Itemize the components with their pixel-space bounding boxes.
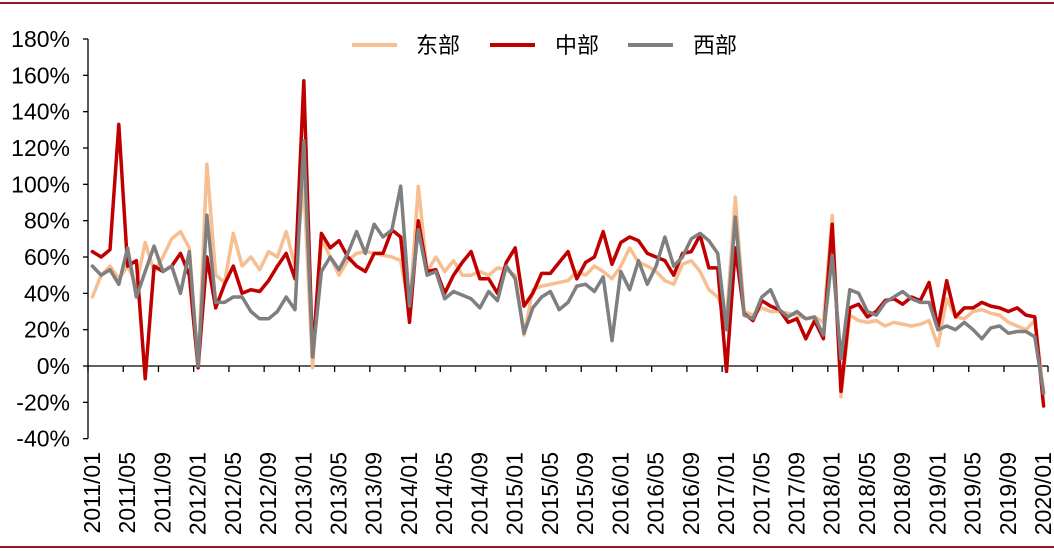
x-tick-label: 2011/01	[79, 452, 105, 533]
x-tick-label: 2016/01	[607, 452, 633, 535]
x-tick-label: 2019/09	[995, 452, 1021, 535]
x-tick-label: 2013/01	[290, 452, 316, 535]
x-tick-label: 2012/09	[255, 452, 281, 535]
y-tick-label: 140%	[11, 99, 70, 125]
x-tick-label: 2017/01	[713, 452, 739, 535]
y-tick-label: 80%	[24, 208, 70, 234]
x-tick-label: 2013/05	[326, 452, 352, 535]
x-tick-label: 2011/09	[149, 452, 175, 533]
plot-area: 180% 160% 140% 120% 100% 80% 60% 40% 20% 0% -20% -4…	[11, 26, 1054, 535]
x-tick-label: 2011/05	[114, 452, 140, 533]
x-tick-label: 2018/09	[889, 452, 915, 535]
x-tick-label: 2015/05	[537, 452, 563, 535]
x-tick-label: 2015/09	[572, 452, 598, 535]
x-axis: 2011/01 2011/05 2011/09 2012/01 2012/05 2012/…	[79, 365, 1054, 535]
x-tick-label: 2018/05	[854, 452, 880, 535]
x-tick-label: 2016/09	[678, 452, 704, 535]
x-tick-label: 2020/01	[1030, 452, 1054, 535]
x-tick-label: 2013/09	[361, 452, 387, 535]
x-tick-label: 2014/09	[466, 452, 492, 535]
x-tick-label: 2014/01	[396, 452, 422, 535]
series-line-west	[90, 138, 1046, 396]
x-tick-label: 2017/05	[748, 452, 774, 535]
x-tick-label: 2016/05	[643, 452, 669, 535]
y-tick-label: 40%	[24, 280, 70, 306]
y-axis: 180% 160% 140% 120% 100% 80% 60% 40% 20% 0% -20% -4…	[11, 26, 89, 452]
legend: 东部 中部 西部	[352, 34, 737, 59]
x-tick-label: 2012/05	[220, 452, 246, 535]
y-tick-label: 120%	[11, 135, 70, 161]
x-tick-label: 2012/01	[185, 452, 211, 535]
series-line-east	[90, 162, 1046, 399]
x-tick-label: 2019/01	[924, 452, 950, 535]
y-tick-label: 20%	[24, 317, 70, 343]
y-tick-label: 100%	[11, 171, 70, 197]
y-tick-label: 60%	[24, 244, 70, 270]
legend-label-west: 西部	[693, 34, 737, 59]
legend-label-east: 东部	[416, 34, 460, 59]
y-tick-label: 180%	[11, 26, 70, 52]
legend-label-central: 中部	[555, 34, 599, 59]
y-tick-label: -20%	[16, 389, 70, 415]
x-tick-label: 2019/05	[960, 452, 986, 535]
x-tick-label: 2015/01	[502, 452, 528, 535]
x-tick-label: 2018/01	[819, 452, 845, 535]
y-tick-label: -40%	[16, 426, 70, 452]
x-tick-label: 2017/09	[783, 452, 809, 535]
y-tick-label: 0%	[37, 353, 70, 379]
x-tick-label: 2014/05	[431, 452, 457, 535]
y-tick-label: 160%	[11, 62, 70, 88]
